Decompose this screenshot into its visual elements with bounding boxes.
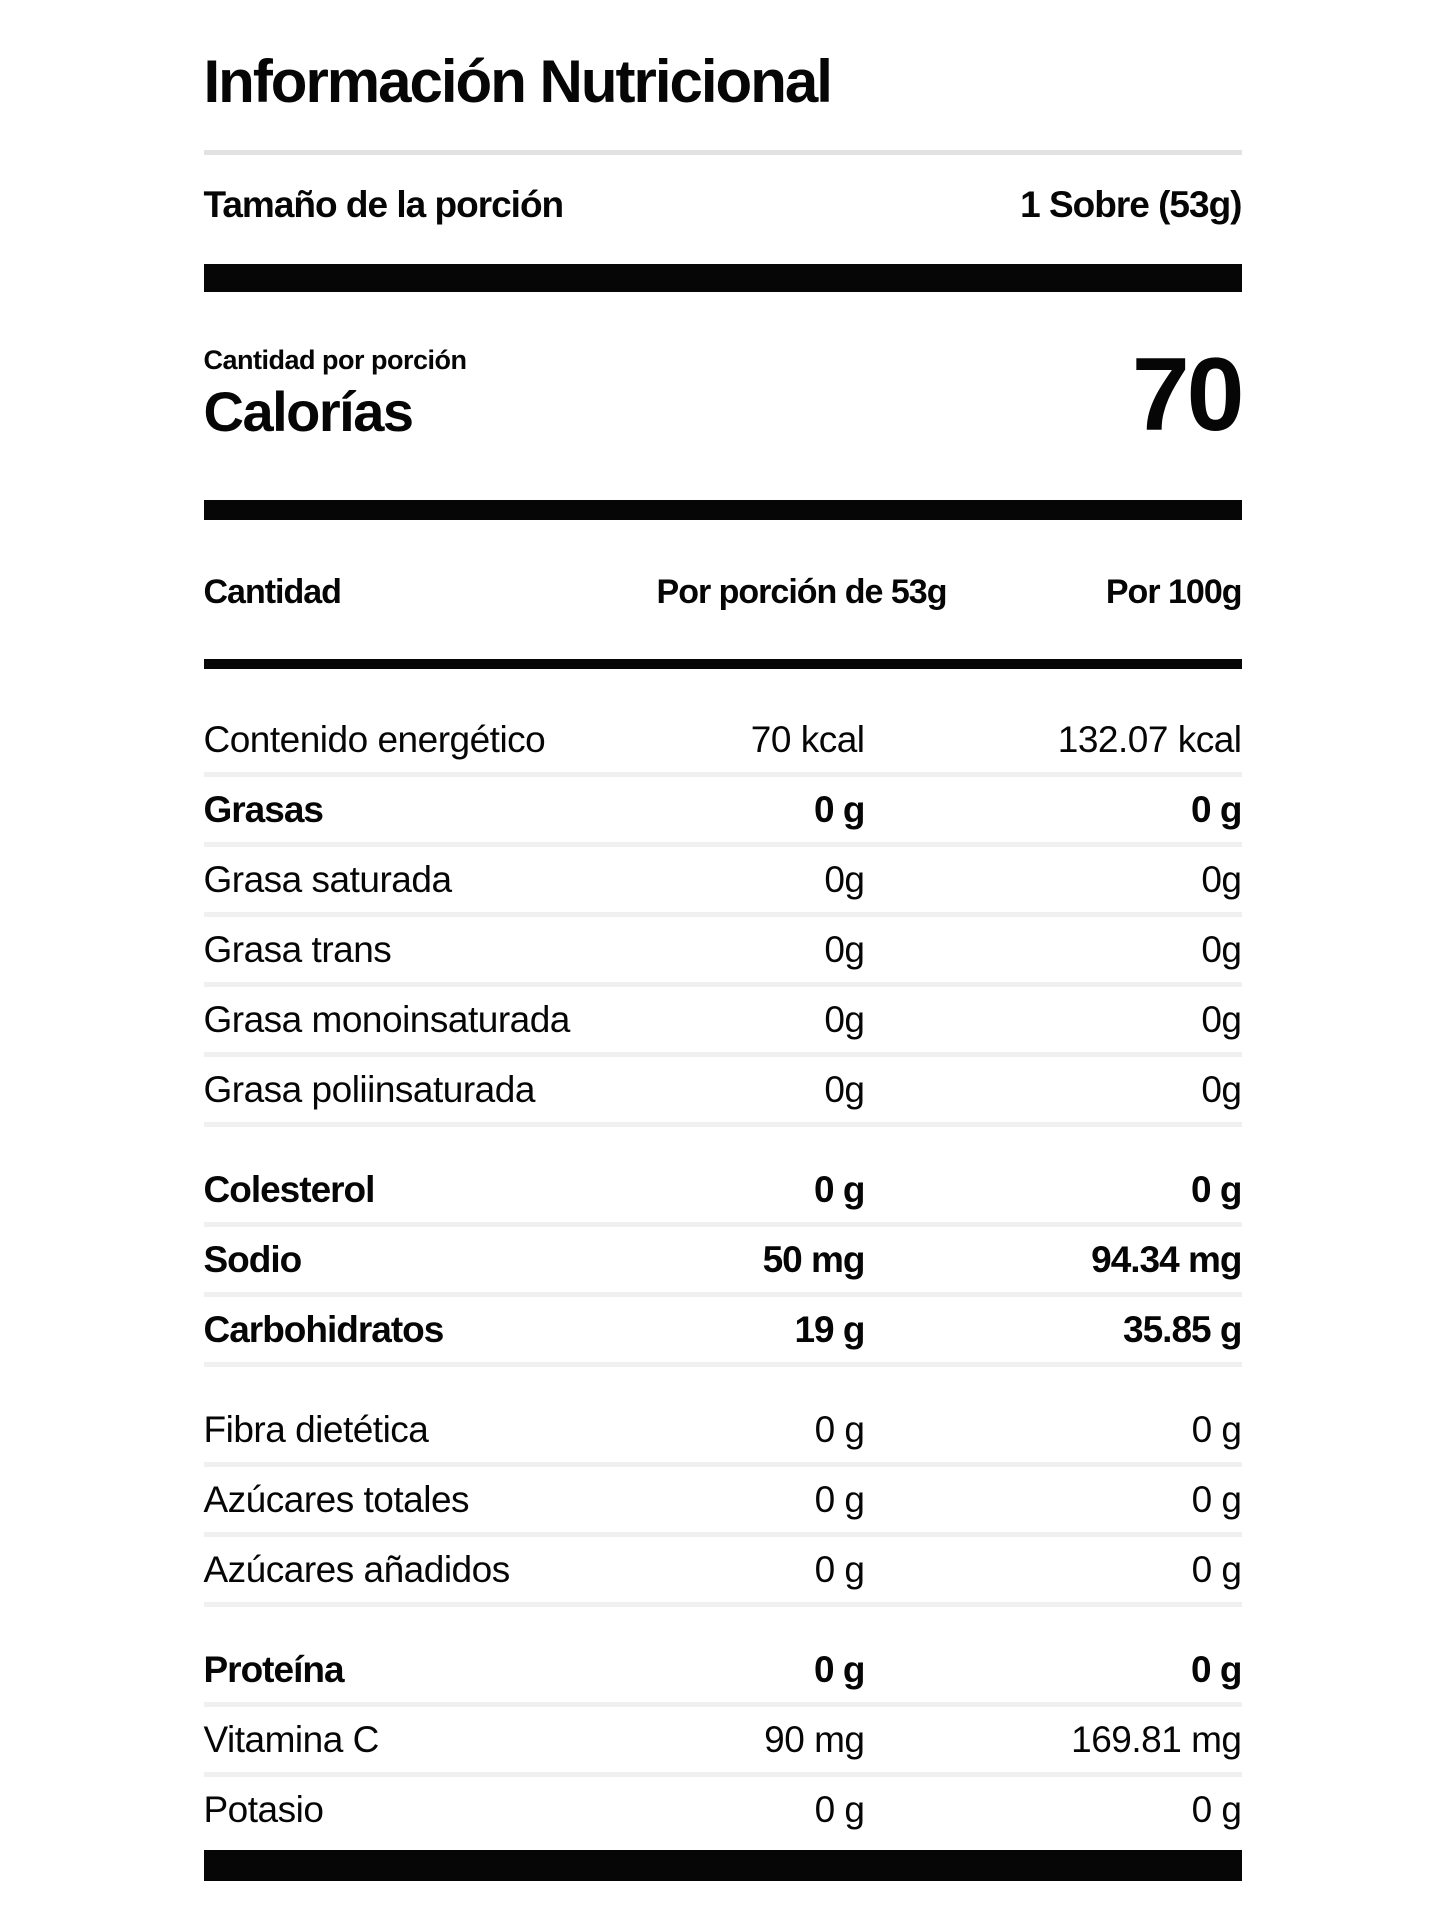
header-per-100g: Por 100g bbox=[1105, 573, 1243, 611]
table-row: Grasa saturada 0g 0g bbox=[203, 847, 1242, 917]
page-title: Información Nutricional bbox=[203, 48, 833, 115]
title-divider bbox=[203, 150, 1242, 155]
table-row: Grasa trans 0g 0g bbox=[203, 917, 1242, 987]
per-serving-value: 50 mg bbox=[762, 1239, 866, 1280]
table-header-row: Cantidad Por porción de 53g Por 100g bbox=[203, 570, 1243, 614]
nutrient-table: Contenido energético 70 kcal 132.07 kcal… bbox=[203, 707, 1243, 1842]
per-serving-value: 0 g bbox=[814, 1409, 865, 1450]
table-row: Azúcares añadidos 0 g 0 g bbox=[203, 1537, 1242, 1607]
nutrient-name: Sodio bbox=[203, 1239, 303, 1280]
table-row: Grasa monoinsaturada 0g 0g bbox=[203, 987, 1242, 1057]
per-100g-value: 94.34 mg bbox=[1091, 1239, 1242, 1280]
nutrient-name: Azúcares totales bbox=[203, 1479, 470, 1520]
nutrient-name: Azúcares añadidos bbox=[203, 1549, 511, 1590]
separator-bar-calories bbox=[203, 500, 1242, 520]
per-serving-value: 0g bbox=[824, 929, 865, 970]
table-row: Azúcares totales 0 g 0 g bbox=[203, 1467, 1242, 1537]
table-row: Potasio 0 g 0 g bbox=[203, 1777, 1243, 1842]
separator-bar-bottom bbox=[203, 1850, 1242, 1881]
nutrient-name: Grasa poliinsaturada bbox=[203, 1069, 536, 1110]
header-per-serving: Por porción de 53g bbox=[656, 573, 948, 611]
nutrient-name: Grasa monoinsaturada bbox=[203, 999, 571, 1040]
serving-size-label: Tamaño de la porción bbox=[203, 184, 565, 225]
nutrient-name: Fibra dietética bbox=[203, 1409, 429, 1450]
per-serving-value: 90 mg bbox=[764, 1719, 865, 1760]
table-header-underline bbox=[203, 659, 1242, 669]
per-100g-value: 0g bbox=[1201, 859, 1242, 900]
per-serving-value: 0g bbox=[824, 999, 865, 1040]
nutrient-name: Proteína bbox=[203, 1649, 345, 1690]
per-serving-value: 0 g bbox=[814, 1169, 865, 1210]
serving-size-value: 1 Sobre (53g) bbox=[1020, 184, 1242, 225]
per-100g-value: 0g bbox=[1201, 1069, 1242, 1110]
nutrient-name: Grasa saturada bbox=[203, 859, 453, 900]
per-serving-value: 0 g bbox=[814, 1549, 865, 1590]
header-amount: Cantidad bbox=[203, 573, 342, 611]
per-100g-value: 0 g bbox=[1191, 789, 1242, 830]
nutrient-name: Grasa trans bbox=[203, 929, 392, 970]
per-100g-value: 0 g bbox=[1191, 1479, 1242, 1520]
table-row: Grasa poliinsaturada 0g 0g bbox=[203, 1057, 1242, 1127]
calories-label: Calorías bbox=[203, 380, 415, 443]
per-serving-value: 70 kcal bbox=[750, 719, 865, 760]
per-100g-value: 0 g bbox=[1191, 1789, 1242, 1830]
nutrient-name: Vitamina C bbox=[203, 1719, 380, 1760]
per-serving-value: 0 g bbox=[814, 1649, 865, 1690]
per-serving-value: 0 g bbox=[814, 789, 865, 830]
per-100g-value: 0 g bbox=[1191, 1409, 1242, 1450]
per-100g-value: 132.07 kcal bbox=[1057, 719, 1242, 760]
per-serving-value: 0g bbox=[824, 1069, 865, 1110]
nutrient-name: Potasio bbox=[203, 1789, 324, 1830]
per-serving-value: 19 g bbox=[794, 1309, 865, 1350]
calories-left-block: Cantidad por porción Calorías bbox=[203, 344, 468, 444]
per-100g-value: 0g bbox=[1201, 929, 1242, 970]
table-row: Colesterol 0 g 0 g bbox=[203, 1157, 1243, 1227]
nutrient-name: Carbohidratos bbox=[203, 1309, 445, 1350]
nutrient-name: Colesterol bbox=[203, 1169, 376, 1210]
per-serving-value: 0g bbox=[824, 859, 865, 900]
table-row: Fibra dietética 0 g 0 g bbox=[203, 1397, 1242, 1467]
calories-section: Cantidad por porción Calorías 70 bbox=[203, 337, 1245, 454]
table-row: Vitamina C 90 mg 169.81 mg bbox=[203, 1707, 1242, 1777]
calories-value: 70 bbox=[1131, 337, 1245, 454]
nutrient-name: Grasas bbox=[203, 789, 325, 830]
table-row: Contenido energético 70 kcal 132.07 kcal bbox=[203, 707, 1242, 777]
per-100g-value: 0 g bbox=[1191, 1649, 1242, 1690]
per-serving-value: 0 g bbox=[814, 1479, 865, 1520]
table-row: Grasas 0 g 0 g bbox=[203, 777, 1243, 847]
per-100g-value: 0 g bbox=[1191, 1169, 1242, 1210]
per-100g-value: 0g bbox=[1201, 999, 1242, 1040]
per-100g-value: 0 g bbox=[1191, 1549, 1242, 1590]
amount-per-serving-label: Cantidad por porción bbox=[203, 345, 468, 375]
per-100g-value: 169.81 mg bbox=[1071, 1719, 1242, 1760]
table-row: Proteína 0 g 0 g bbox=[203, 1637, 1243, 1707]
separator-bar-top bbox=[203, 264, 1242, 292]
per-100g-value: 35.85 g bbox=[1123, 1309, 1242, 1350]
serving-size-row: Tamaño de la porción 1 Sobre (53g) bbox=[203, 182, 1243, 228]
nutrient-name: Contenido energético bbox=[203, 719, 546, 760]
table-row: Sodio 50 mg 94.34 mg bbox=[203, 1227, 1243, 1297]
table-row: Carbohidratos 19 g 35.85 g bbox=[203, 1297, 1243, 1367]
per-serving-value: 0 g bbox=[814, 1789, 865, 1830]
